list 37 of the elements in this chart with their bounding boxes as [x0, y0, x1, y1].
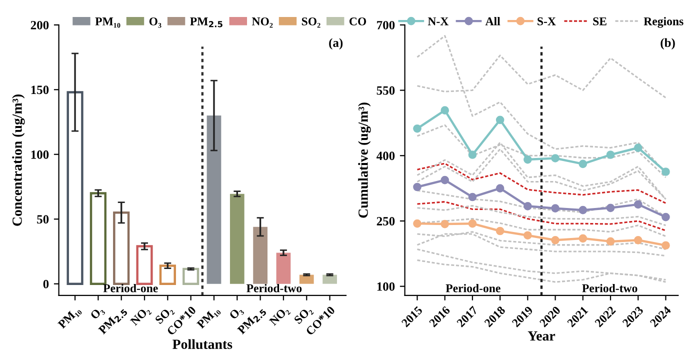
y-tick-label: 100	[377, 282, 395, 291]
legend-label: PM₁₀	[95, 18, 120, 28]
x-axis-title: Year	[528, 331, 556, 341]
legend-label: Regions	[644, 17, 684, 28]
legend-label: SO₂	[302, 17, 320, 28]
y-axis-title: Cumulative (ug/m³)	[358, 102, 371, 218]
legend-label: PM$_{2.5}$	[190, 17, 222, 28]
legend-label: NO₂	[252, 17, 273, 28]
annotation: Period-two	[582, 284, 638, 292]
x-tick-label: NO₂	[268, 306, 291, 328]
x-tick-label: PM₁₀	[196, 306, 222, 331]
x-axis-title: Pollutants	[172, 339, 232, 350]
y-tick-label: 400	[376, 152, 395, 160]
y-tick-label: 100	[31, 150, 49, 159]
y-tick-label: 50	[37, 215, 49, 224]
annotation: Period-one	[103, 284, 158, 292]
y-tick-label: 0	[43, 280, 49, 288]
x-tick-label: O₃	[90, 306, 106, 322]
y-tick-label: 550	[376, 86, 395, 95]
y-tick-label: 150	[31, 86, 49, 94]
legend-label: SE	[593, 17, 606, 26]
legend-label: S-X	[538, 17, 556, 26]
y-tick-label: 250	[376, 217, 395, 226]
annotation: (b)	[660, 38, 675, 50]
y-tick-label: 700	[377, 20, 395, 30]
annotation: Period-one	[446, 284, 500, 292]
legend-label: N-X	[428, 17, 449, 26]
x-tick-label: NO₂	[130, 306, 152, 328]
legend-label: O₃	[149, 17, 162, 28]
annotation: Period-two	[246, 284, 302, 292]
annotation: (a)	[329, 38, 343, 50]
legend-label: CO	[350, 17, 366, 26]
legend-label: All	[485, 17, 500, 26]
y-tick-label: 200	[30, 20, 49, 30]
x-tick-label: PM₁₀	[58, 306, 82, 331]
x-tick-label: O₃	[228, 306, 244, 322]
y-axis-title: Concentration (ug/m³)	[12, 94, 25, 226]
